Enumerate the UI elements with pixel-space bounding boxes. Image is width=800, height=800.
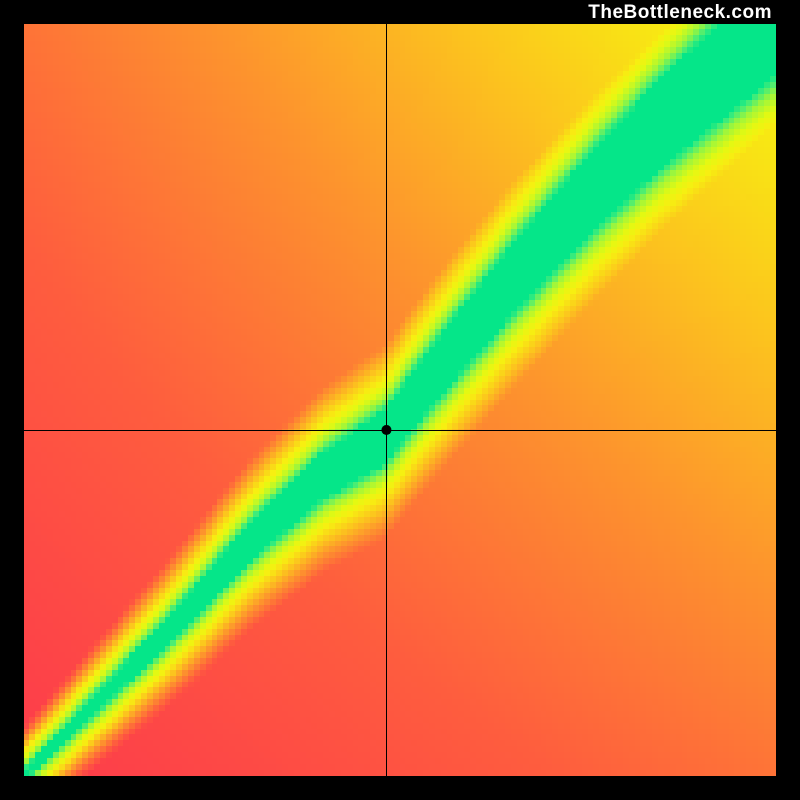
watermark-text: TheBottleneck.com [588, 2, 772, 24]
chart-frame [0, 0, 800, 800]
bottleneck-heatmap [24, 24, 776, 776]
